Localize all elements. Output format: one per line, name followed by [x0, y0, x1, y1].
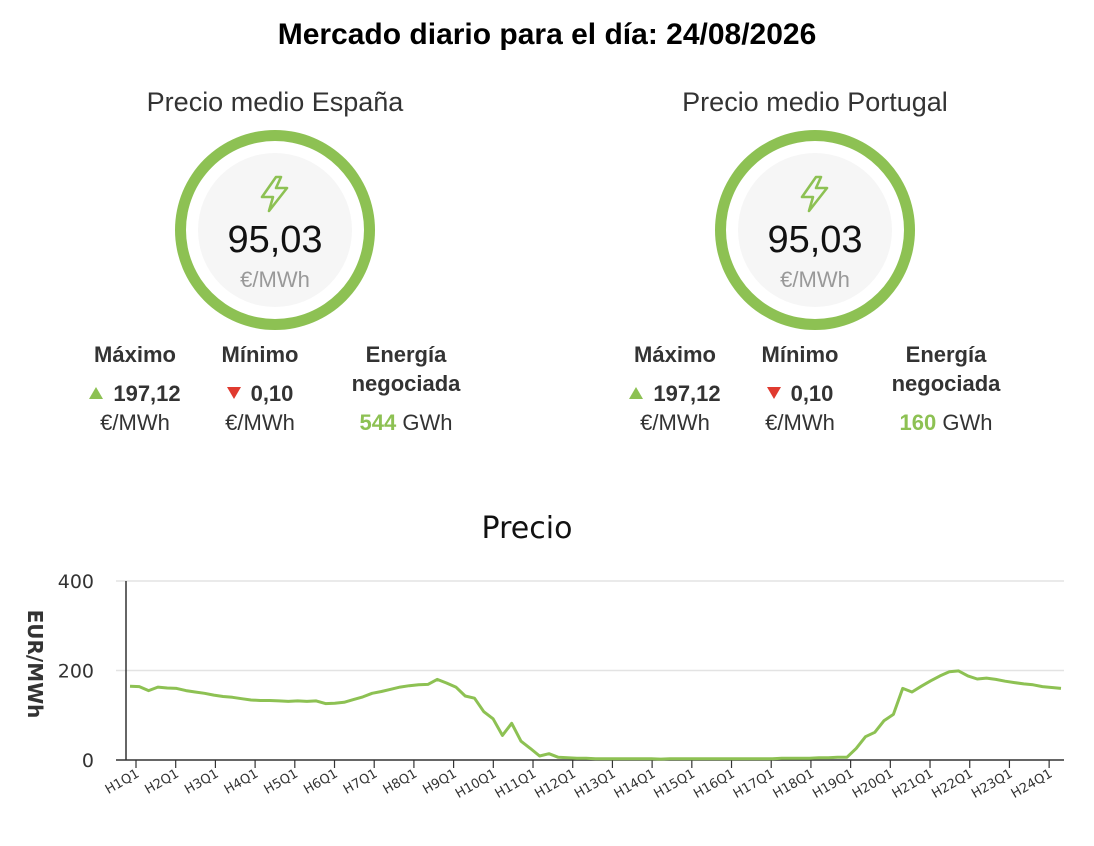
x-tick-label: H4Q1: [222, 766, 261, 797]
price-gauge-core: 95,03 €/MWh: [738, 153, 892, 307]
x-tick-label: H14Q1: [612, 766, 658, 801]
price-gauge-core: 95,03 €/MWh: [198, 153, 352, 307]
price-chart: Precio EUR/MWh 0 200 400 H1Q1 H2Q1 H3Q1 H4Q1 H5…: [23, 511, 1064, 802]
x-tick-label: H23Q1: [969, 766, 1015, 801]
x-tick-label: H11Q1: [493, 766, 539, 801]
market-panel-spain: Precio medio España 95,03 €/MWh Máximo 1…: [65, 82, 485, 450]
x-tick-label: H8Q1: [381, 766, 420, 797]
x-tick-label: H21Q1: [890, 766, 936, 801]
lightning-bolt-icon: [800, 175, 829, 213]
price-gauge-inner: 95,03 €/MWh: [186, 141, 364, 319]
price-series-line: [129, 669, 1062, 761]
lightning-bolt-icon: [260, 175, 289, 213]
price-gauge: 95,03 €/MWh: [715, 130, 915, 330]
x-tick-label: H2Q1: [143, 766, 182, 797]
x-tick-label: H12Q1: [532, 766, 578, 801]
average-price: 95,03: [767, 219, 863, 261]
triangle-down-icon: [766, 387, 781, 399]
max-label: Máximo: [94, 342, 176, 367]
energy-unit: GWh: [402, 410, 453, 435]
x-tick-label: H3Q1: [182, 766, 221, 797]
energy-label-line2: negociada: [891, 371, 1001, 396]
x-tick-label: H15Q1: [651, 766, 697, 801]
average-price-unit: €/MWh: [240, 267, 310, 292]
chart-title: Precio: [482, 511, 573, 546]
y-tick-label: 200: [58, 661, 94, 683]
energy-unit: GWh: [942, 410, 993, 435]
x-tick-label: H10Q1: [453, 766, 499, 801]
triangle-down-icon: [226, 387, 241, 399]
price-gauge-inner: 95,03 €/MWh: [726, 141, 904, 319]
triangle-up-icon: [629, 387, 644, 399]
stat-maximum: Máximo 197,12 €/MWh: [65, 340, 205, 437]
average-price: 95,03: [227, 219, 323, 261]
stat-minimum: Mínimo 0,10 €/MWh: [735, 340, 865, 437]
x-tick-label: H13Q1: [572, 766, 618, 801]
min-value: 0,10: [790, 381, 834, 406]
energy-label-line1: Energía: [905, 342, 987, 367]
x-tick-label: H1Q1: [103, 766, 142, 797]
max-unit: €/MWh: [100, 410, 170, 435]
market-panel-portugal: Precio medio Portugal 95,03 €/MWh Máximo…: [605, 82, 1025, 450]
min-unit: €/MWh: [765, 410, 835, 435]
x-tick-label: H5Q1: [262, 766, 301, 797]
energy-value: 544: [359, 410, 397, 435]
stat-minimum: Mínimo 0,10 €/MWh: [195, 340, 325, 437]
page-title: Mercado diario para el día: 24/08/2026: [277, 18, 817, 51]
max-value: 197,12: [113, 381, 181, 406]
max-value: 197,12: [653, 381, 721, 406]
stat-energy: Energía negociada 544 GWh: [327, 340, 485, 437]
price-gauge: 95,03 €/MWh: [175, 130, 375, 330]
x-tick-label: H24Q1: [1009, 766, 1055, 801]
max-label: Máximo: [634, 342, 716, 367]
x-tick-label: H9Q1: [420, 766, 459, 797]
y-tick-label: 400: [58, 571, 94, 593]
min-label: Mínimo: [761, 342, 839, 367]
x-tick-label: H7Q1: [341, 766, 380, 797]
x-tick-label: H22Q1: [929, 766, 975, 801]
y-axis-label: EUR/MWh: [23, 610, 47, 719]
market-label: Precio medio España: [146, 87, 404, 117]
min-value: 0,10: [250, 381, 294, 406]
min-unit: €/MWh: [225, 410, 295, 435]
x-tick-label: H17Q1: [731, 766, 777, 801]
y-tick-label: 0: [82, 750, 94, 772]
min-label: Mínimo: [221, 342, 299, 367]
stats-row: Máximo 197,12 €/MWh Mínimo 0,10 €/MWh En…: [65, 340, 485, 450]
max-unit: €/MWh: [640, 410, 710, 435]
x-tick-label: H19Q1: [810, 766, 856, 801]
energy-label-line1: Energía: [365, 342, 447, 367]
x-tick-label: H20Q1: [850, 766, 896, 801]
stats-row: Máximo 197,12 €/MWh Mínimo 0,10 €/MWh En…: [605, 340, 1025, 450]
energy-label-line2: negociada: [351, 371, 461, 396]
energy-value: 160: [899, 410, 937, 435]
x-tick-label: H6Q1: [301, 766, 340, 797]
x-tick-label: H18Q1: [771, 766, 817, 801]
x-tick-label: H16Q1: [691, 766, 737, 801]
average-price-unit: €/MWh: [780, 267, 850, 292]
triangle-up-icon: [89, 387, 104, 399]
stat-energy: Energía negociada 160 GWh: [867, 340, 1025, 437]
market-label: Precio medio Portugal: [682, 87, 948, 117]
stat-maximum: Máximo 197,12 €/MWh: [605, 340, 745, 437]
